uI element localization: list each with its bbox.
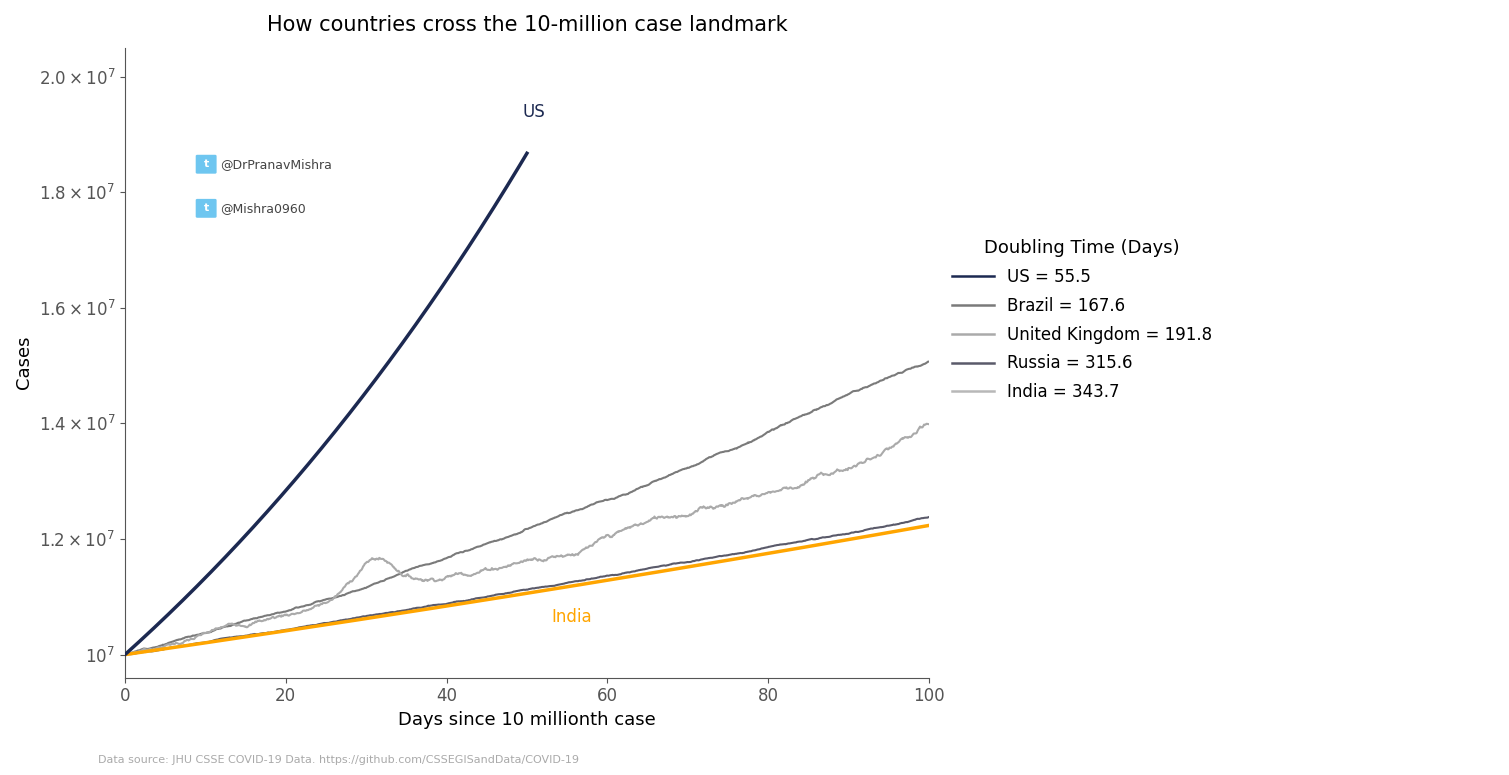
Y-axis label: Cases: Cases [15,336,33,390]
Legend: US = 55.5, Brazil = 167.6, United Kingdom = 191.8, Russia = 315.6, India = 343.7: US = 55.5, Brazil = 167.6, United Kingdo… [945,232,1219,408]
FancyBboxPatch shape [196,155,217,174]
FancyBboxPatch shape [196,199,217,218]
Text: t: t [204,159,208,169]
Text: @DrPranavMishra: @DrPranavMishra [220,158,332,170]
Text: India: India [551,608,592,626]
Text: @Mishra0960: @Mishra0960 [220,202,305,215]
Text: Data source: JHU CSSE COVID-19 Data. https://github.com/CSSEGISandData/COVID-19: Data source: JHU CSSE COVID-19 Data. htt… [98,756,579,766]
Title: How countries cross the 10-million case landmark: How countries cross the 10-million case … [267,15,788,35]
X-axis label: Days since 10 millionth case: Days since 10 millionth case [398,711,656,729]
Text: US: US [524,102,546,121]
Text: t: t [204,203,208,213]
